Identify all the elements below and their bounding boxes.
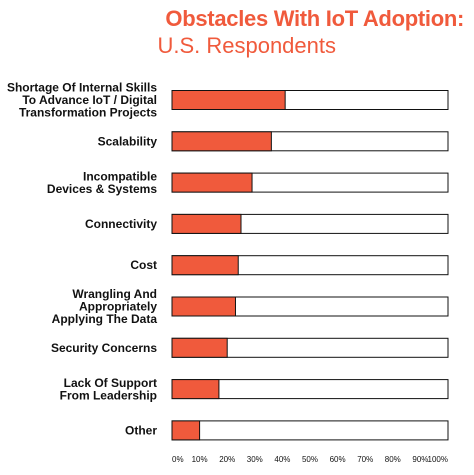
bar	[171, 255, 239, 276]
bar	[171, 213, 242, 234]
category-label: Lack Of Support	[64, 376, 157, 390]
bar	[171, 296, 236, 317]
bar	[171, 90, 286, 110]
category-label: Shortage Of Internal Skills	[7, 81, 157, 95]
category-label: From Leadership	[60, 388, 157, 402]
x-tick-label: 60%	[330, 455, 346, 464]
category-label: Devices & Systems	[47, 182, 157, 196]
x-tick-label: 70%	[357, 455, 373, 464]
category-label: Other	[125, 423, 157, 437]
bar	[171, 337, 228, 358]
bar	[171, 172, 253, 193]
category-label: Security Concerns	[51, 341, 157, 355]
chart-title: Obstacles With IoT Adoption:	[165, 6, 464, 31]
category-label: Scalability	[98, 134, 158, 148]
category-label: Incompatible	[83, 169, 157, 183]
category-label: Connectivity	[85, 217, 157, 231]
category-label: To Advance IoT / Digital	[22, 93, 157, 107]
chart-subtitle: U.S. Respondents	[157, 33, 336, 58]
bar	[171, 420, 201, 441]
bar	[171, 131, 272, 152]
x-tick-label: 90%	[412, 455, 428, 464]
x-tick-label: 80%	[385, 455, 401, 464]
x-tick-label: 20%	[219, 455, 235, 464]
category-label: Applying The Data	[52, 312, 158, 326]
category-label: Wrangling And	[72, 287, 157, 301]
x-tick-label: 0%	[172, 455, 184, 464]
category-label: Transformation Projects	[19, 106, 157, 120]
x-tick-label: 50%	[302, 455, 318, 464]
x-tick-label: 40%	[274, 455, 290, 464]
bar	[171, 379, 220, 400]
category-label: Cost	[130, 258, 157, 272]
x-tick-label: 100%	[428, 455, 448, 464]
bar-track	[171, 420, 449, 441]
x-tick-label: 30%	[247, 455, 263, 464]
x-tick-label: 10%	[192, 455, 208, 464]
category-label: Appropriately	[79, 300, 157, 314]
